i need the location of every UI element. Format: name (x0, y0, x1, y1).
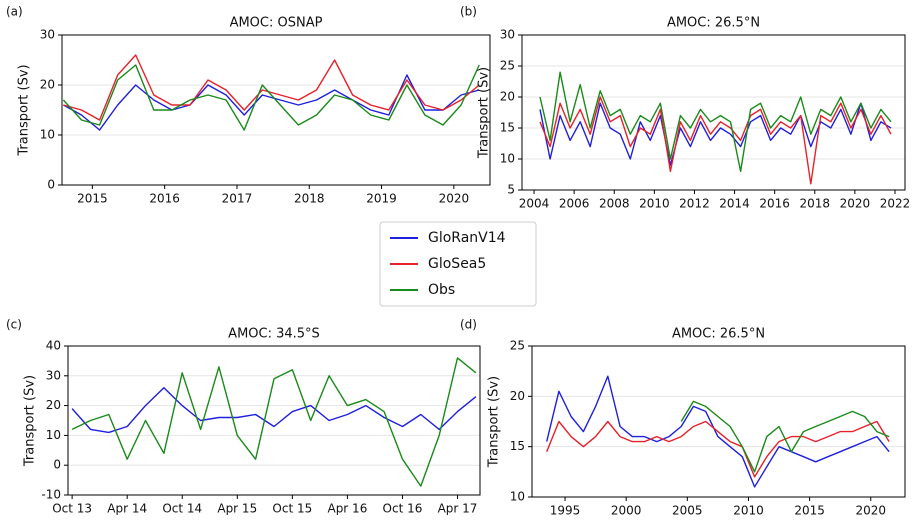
plot-frame (521, 34, 906, 191)
y-tick-label: -10 (41, 488, 61, 502)
panel-label: (a) (6, 5, 23, 19)
y-tick-label: 10 (510, 490, 525, 504)
y-tick-label: 10 (46, 428, 61, 442)
y-tick-label: 15 (500, 121, 515, 135)
panel-label: (b) (460, 5, 477, 19)
y-tick-label: 30 (46, 368, 61, 382)
y-tick-label: 20 (510, 389, 525, 403)
series-line (680, 400, 890, 473)
x-tick-label: 2015 (794, 504, 825, 518)
y-tick-label: 5 (507, 183, 515, 197)
series-line (539, 71, 892, 173)
plot-frame (61, 34, 491, 186)
x-tick-label: 2010 (733, 504, 764, 518)
y-tick-label: 20 (500, 90, 515, 104)
x-tick-label: 2010 (639, 197, 670, 211)
series-line (71, 387, 477, 434)
series-line (63, 74, 480, 131)
x-tick-label: 1995 (550, 504, 581, 518)
x-tick-label: 2016 (149, 192, 180, 206)
x-tick-label: Oct 15 (272, 502, 312, 516)
y-tick-label: 30 (500, 28, 515, 42)
legend-label: GloRanV14 (428, 230, 506, 246)
y-axis-label: Transport (Sv) (487, 376, 502, 468)
series-line (62, 64, 480, 131)
x-tick-label: Apr 17 (438, 502, 478, 516)
x-tick-label: 2000 (611, 504, 642, 518)
x-tick-label: 2020 (439, 192, 470, 206)
chart-title: AMOC: 26.5°N (672, 327, 765, 342)
x-tick-label: 2008 (599, 197, 630, 211)
x-tick-label: 2015 (77, 192, 108, 206)
x-tick-label: Apr 15 (217, 502, 257, 516)
x-tick-label: 2022 (880, 197, 911, 211)
y-tick-label: 10 (40, 128, 55, 142)
x-tick-label: Oct 16 (383, 502, 423, 516)
x-tick-label: 2014 (719, 197, 750, 211)
legend-label: Obs (428, 282, 455, 298)
series-line (546, 375, 890, 488)
x-tick-label: 2019 (366, 192, 397, 206)
x-tick-label: 2006 (559, 197, 590, 211)
y-axis-label: Transport (Sv) (17, 64, 32, 156)
x-tick-label: Oct 14 (162, 502, 202, 516)
y-tick-label: 25 (510, 339, 525, 353)
series-line (63, 54, 480, 121)
chart-title: AMOC: OSNAP (230, 16, 323, 31)
x-tick-label: 2018 (294, 192, 325, 206)
x-tick-label: Apr 16 (327, 502, 367, 516)
y-tick-label: 40 (46, 339, 61, 353)
series-line (539, 96, 892, 185)
y-tick-label: 0 (47, 178, 55, 192)
y-axis-label: Transport (Sv) (23, 375, 38, 467)
plot-frame (531, 345, 906, 498)
x-tick-label: 2020 (855, 504, 886, 518)
x-tick-label: Oct 13 (52, 502, 92, 516)
panel-label: (d) (460, 318, 477, 332)
panel-label: (c) (6, 318, 22, 332)
series-line (546, 420, 890, 478)
legend-label: GloSea5 (428, 256, 486, 272)
x-tick-label: 2005 (672, 504, 703, 518)
x-tick-label: 2018 (799, 197, 830, 211)
x-tick-label: 2012 (679, 197, 710, 211)
y-tick-label: 25 (500, 59, 515, 73)
x-tick-label: 2020 (840, 197, 871, 211)
y-tick-label: 10 (500, 152, 515, 166)
x-tick-label: 2016 (759, 197, 790, 211)
y-axis-label: Transport (Sv) (477, 67, 492, 159)
y-tick-label: 20 (46, 398, 61, 412)
x-tick-label: 2004 (519, 197, 550, 211)
y-tick-label: 0 (53, 458, 61, 472)
y-tick-label: 20 (40, 78, 55, 92)
legend-box (379, 221, 537, 307)
y-tick-label: 15 (510, 439, 525, 453)
x-tick-label: Apr 14 (107, 502, 147, 516)
y-tick-label: 30 (40, 28, 55, 42)
plot-frame (67, 345, 481, 496)
x-tick-label: 2017 (222, 192, 253, 206)
series-line (71, 357, 477, 487)
series-line (539, 102, 892, 166)
chart-title: AMOC: 34.5°S (228, 327, 320, 342)
chart-title: AMOC: 26.5°N (667, 16, 760, 31)
